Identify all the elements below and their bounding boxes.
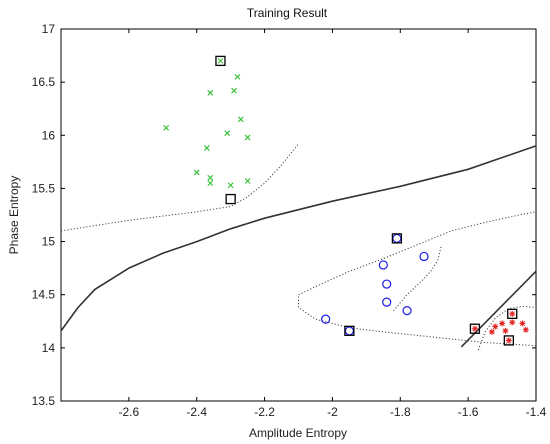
- x-tick-label: -2.4: [186, 405, 207, 419]
- star-marker-point: [519, 320, 526, 327]
- support-vector-square: [344, 325, 355, 337]
- star-marker-point: [522, 326, 529, 333]
- support-vector-square: [225, 193, 236, 205]
- decision-boundaries: [60, 143, 537, 351]
- x-tick-label: -1.4: [526, 405, 547, 419]
- support-vector-square: [507, 308, 518, 319]
- data-points: [163, 55, 529, 346]
- circle-marker-point: [402, 306, 412, 316]
- boundary-dotted-line: [60, 143, 299, 232]
- boundary-solid-line: [60, 145, 537, 332]
- x-tick-label: -1.8: [390, 405, 411, 419]
- star-marker-point: [509, 319, 516, 326]
- boundary-solid-line: [460, 270, 537, 348]
- y-tick-label: 15.5: [32, 181, 56, 195]
- x-marker-point: [237, 116, 244, 123]
- plot-frame: [60, 28, 537, 402]
- y-tick-label: 16: [42, 128, 56, 142]
- star-marker-point: [488, 328, 495, 335]
- x-marker-point: [193, 169, 200, 176]
- x-marker-point: [244, 134, 251, 141]
- boundary-dotted-line: [477, 305, 537, 351]
- star-marker-point: [509, 310, 516, 317]
- circle-marker-point: [382, 297, 392, 307]
- x-tick-label: -2: [327, 405, 338, 419]
- support-vector-square: [469, 323, 481, 334]
- x-axis: -2.6 -2.4 -2.2 -2 -1.8 -1.6 -1.4: [119, 29, 547, 419]
- y-tick-label: 14.5: [32, 288, 56, 302]
- y-tick-label: 15: [42, 235, 56, 249]
- x-marker-point: [244, 178, 251, 184]
- y-axis: 13.5 14 14.5 15 15.5 16 16.5 17: [32, 22, 536, 408]
- x-tick-label: -2.2: [254, 405, 275, 419]
- star-marker-point: [471, 325, 478, 332]
- y-tick-label: 14: [42, 341, 56, 355]
- x-marker-point: [207, 89, 214, 96]
- x-marker-point: [207, 174, 214, 181]
- x-axis-label: Amplitude Entropy: [249, 426, 347, 440]
- star-marker-point: [499, 320, 506, 327]
- circle-marker-point: [382, 279, 392, 289]
- x-tick-label: -2.6: [119, 405, 140, 419]
- y-axis-label: Phase Entropy: [7, 176, 21, 255]
- star-marker-point: [505, 337, 512, 344]
- star-marker-point: [492, 323, 499, 330]
- x-marker-point: [234, 73, 241, 80]
- plot-area: [60, 28, 537, 402]
- y-tick-label: 13.5: [32, 394, 56, 408]
- y-tick-label: 16.5: [32, 75, 56, 89]
- circle-marker-point: [378, 260, 388, 270]
- x-marker-point: [207, 180, 214, 187]
- star-marker-point: [502, 327, 509, 334]
- x-marker-point: [224, 130, 231, 137]
- circle-marker-point: [419, 251, 429, 262]
- x-marker-point: [203, 145, 210, 151]
- support-vector-square: [391, 233, 403, 244]
- x-marker-point: [163, 124, 170, 131]
- boundary-dotted-line: [298, 211, 537, 347]
- support-vector-square: [503, 335, 515, 346]
- x-marker-point: [227, 182, 234, 189]
- support-vector-square: [215, 55, 226, 67]
- y-tick-label: 17: [42, 22, 56, 36]
- x-tick-label: -1.6: [458, 405, 479, 419]
- x-marker-point: [231, 87, 237, 94]
- x-marker-point: [217, 57, 224, 64]
- chart-title: Training Result: [247, 6, 328, 20]
- circle-marker-point: [321, 314, 331, 324]
